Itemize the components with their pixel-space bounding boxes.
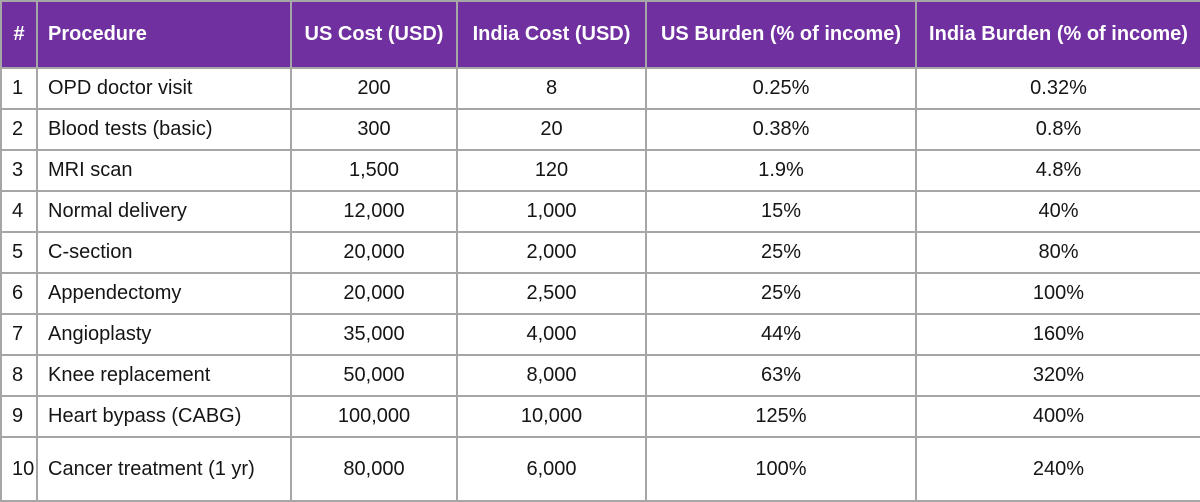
row-index-cell: 8 <box>0 354 38 397</box>
us-burden-cell: 63% <box>645 354 917 397</box>
india-cost-cell: 2,000 <box>456 231 647 274</box>
india-burden-cell: 100% <box>915 272 1200 315</box>
col-header-procedure: Procedure <box>36 0 292 69</box>
us-burden-cell: 0.25% <box>645 67 917 110</box>
procedure-cell: OPD doctor visit <box>36 67 292 110</box>
us-cost-cell: 1,500 <box>290 149 458 192</box>
table-body: 1 OPD doctor visit 200 8 0.25% 0.32% 2 B… <box>0 67 1200 502</box>
india-cost-cell: 6,000 <box>456 436 647 502</box>
india-cost-cell: 120 <box>456 149 647 192</box>
us-cost-cell: 35,000 <box>290 313 458 356</box>
us-burden-cell: 25% <box>645 272 917 315</box>
col-header-us-cost: US Cost (USD) <box>290 0 458 69</box>
us-cost-cell: 20,000 <box>290 272 458 315</box>
row-index-cell: 1 <box>0 67 38 110</box>
table-row: 3 MRI scan 1,500 120 1.9% 4.8% <box>0 149 1200 192</box>
procedure-cell: MRI scan <box>36 149 292 192</box>
us-cost-cell: 80,000 <box>290 436 458 502</box>
row-index-cell: 2 <box>0 108 38 151</box>
us-burden-cell: 44% <box>645 313 917 356</box>
table-row: 5 C-section 20,000 2,000 25% 80% <box>0 231 1200 274</box>
procedure-cell: Heart bypass (CABG) <box>36 395 292 438</box>
us-cost-cell: 12,000 <box>290 190 458 233</box>
col-header-us-burden: US Burden (% of income) <box>645 0 917 69</box>
india-cost-cell: 2,500 <box>456 272 647 315</box>
india-cost-cell: 8,000 <box>456 354 647 397</box>
table-row: 4 Normal delivery 12,000 1,000 15% 40% <box>0 190 1200 233</box>
row-index-cell: 4 <box>0 190 38 233</box>
us-burden-cell: 125% <box>645 395 917 438</box>
row-index-cell: 6 <box>0 272 38 315</box>
us-burden-cell: 1.9% <box>645 149 917 192</box>
india-burden-cell: 0.8% <box>915 108 1200 151</box>
table-row: 10 Cancer treatment (1 yr) 80,000 6,000 … <box>0 436 1200 502</box>
india-burden-cell: 240% <box>915 436 1200 502</box>
india-burden-cell: 4.8% <box>915 149 1200 192</box>
india-burden-cell: 80% <box>915 231 1200 274</box>
procedure-cell: Blood tests (basic) <box>36 108 292 151</box>
procedure-cell: Angioplasty <box>36 313 292 356</box>
procedure-cell: Knee replacement <box>36 354 292 397</box>
table-row: 1 OPD doctor visit 200 8 0.25% 0.32% <box>0 67 1200 110</box>
us-cost-cell: 50,000 <box>290 354 458 397</box>
us-burden-cell: 15% <box>645 190 917 233</box>
india-cost-cell: 8 <box>456 67 647 110</box>
table-row: 2 Blood tests (basic) 300 20 0.38% 0.8% <box>0 108 1200 151</box>
india-cost-cell: 20 <box>456 108 647 151</box>
row-index-cell: 10 <box>0 436 38 502</box>
us-cost-cell: 200 <box>290 67 458 110</box>
procedure-cell: Normal delivery <box>36 190 292 233</box>
us-cost-cell: 100,000 <box>290 395 458 438</box>
table-row: 8 Knee replacement 50,000 8,000 63% 320% <box>0 354 1200 397</box>
us-burden-cell: 0.38% <box>645 108 917 151</box>
india-burden-cell: 400% <box>915 395 1200 438</box>
table-row: 7 Angioplasty 35,000 4,000 44% 160% <box>0 313 1200 356</box>
us-cost-cell: 300 <box>290 108 458 151</box>
india-cost-cell: 4,000 <box>456 313 647 356</box>
india-burden-cell: 320% <box>915 354 1200 397</box>
india-cost-cell: 1,000 <box>456 190 647 233</box>
col-header-india-cost: India Cost (USD) <box>456 0 647 69</box>
row-index-cell: 9 <box>0 395 38 438</box>
procedure-cell: C-section <box>36 231 292 274</box>
header-row: # Procedure US Cost (USD) India Cost (US… <box>0 0 1200 69</box>
us-burden-cell: 100% <box>645 436 917 502</box>
table-row: 6 Appendectomy 20,000 2,500 25% 100% <box>0 272 1200 315</box>
india-burden-cell: 0.32% <box>915 67 1200 110</box>
india-burden-cell: 40% <box>915 190 1200 233</box>
table-row: 9 Heart bypass (CABG) 100,000 10,000 125… <box>0 395 1200 438</box>
india-burden-cell: 160% <box>915 313 1200 356</box>
us-cost-cell: 20,000 <box>290 231 458 274</box>
table-header: # Procedure US Cost (USD) India Cost (US… <box>0 0 1200 69</box>
row-index-cell: 7 <box>0 313 38 356</box>
col-header-index: # <box>0 0 38 69</box>
india-cost-cell: 10,000 <box>456 395 647 438</box>
procedure-cell: Cancer treatment (1 yr) <box>36 436 292 502</box>
us-burden-cell: 25% <box>645 231 917 274</box>
col-header-india-burden: India Burden (% of income) <box>915 0 1200 69</box>
procedure-cell: Appendectomy <box>36 272 292 315</box>
row-index-cell: 5 <box>0 231 38 274</box>
row-index-cell: 3 <box>0 149 38 192</box>
